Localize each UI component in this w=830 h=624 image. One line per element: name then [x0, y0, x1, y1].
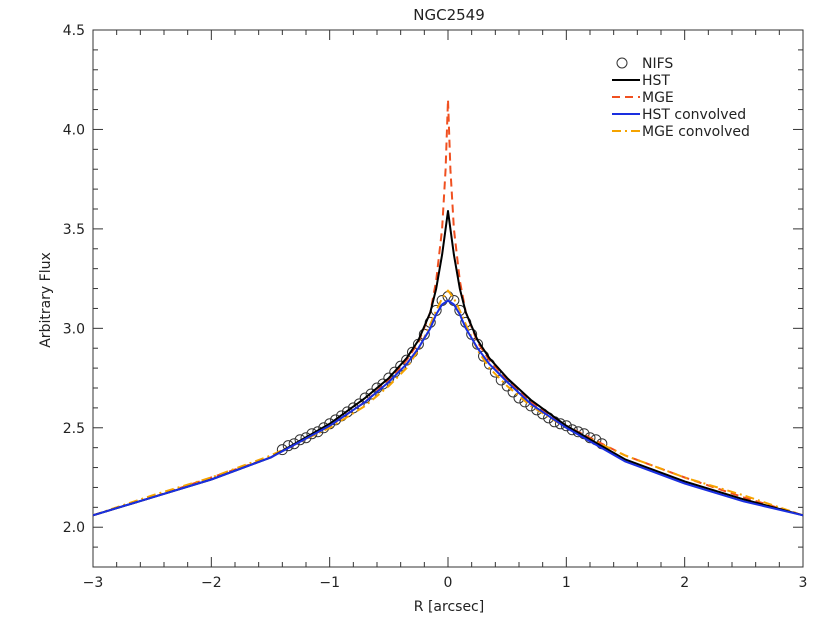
x-tick-label: 0: [444, 575, 453, 591]
legend-label-mge-convolved: MGE convolved: [642, 124, 750, 140]
y-tick-label: 3.5: [63, 222, 85, 238]
y-tick-label: 4.5: [63, 23, 85, 39]
nifs-point: [300, 432, 312, 444]
chart-title: NGC2549: [413, 6, 485, 24]
x-tick-label: 1: [562, 575, 571, 591]
x-axis-label: R [arcsec]: [414, 599, 484, 615]
nifs-point: [288, 438, 300, 450]
nifs-point: [560, 420, 572, 432]
x-tick-label: −1: [319, 575, 340, 591]
series-line-hst: [92, 210, 804, 517]
series-line-mge-convolved: [92, 289, 804, 517]
x-tick-label: −2: [201, 575, 222, 591]
y-tick-label: 2.0: [63, 520, 85, 536]
legend-label-mge: MGE: [642, 90, 674, 106]
x-tick-label: 3: [799, 575, 808, 591]
y-axis: 2.0 2.5 3.0 3.5 4.0 4.5: [63, 23, 803, 568]
series-layer: [92, 98, 804, 517]
legend-label-hst: HST: [642, 73, 670, 89]
y-tick-label: 4.0: [63, 122, 85, 138]
nifs-point: [566, 424, 578, 436]
y-tick-label: 3.0: [63, 321, 85, 337]
x-tick-label: −3: [83, 575, 104, 591]
legend-label-hst-convolved: HST convolved: [642, 107, 746, 123]
nifs-point: [554, 418, 566, 430]
series-line-hst-convolved: [92, 299, 804, 517]
x-tick-label: 2: [680, 575, 689, 591]
series-line-mge: [92, 98, 804, 517]
legend-swatch-nifs: [616, 57, 628, 69]
nifs-point: [330, 414, 342, 426]
y-tick-label: 2.5: [63, 421, 85, 437]
y-axis-label: Arbitrary Flux: [38, 252, 54, 348]
nifs-point: [312, 426, 324, 438]
x-axis: −3 −2 −1 0 1 2 3: [83, 30, 808, 591]
legend-label-nifs: NIFS: [642, 56, 673, 72]
